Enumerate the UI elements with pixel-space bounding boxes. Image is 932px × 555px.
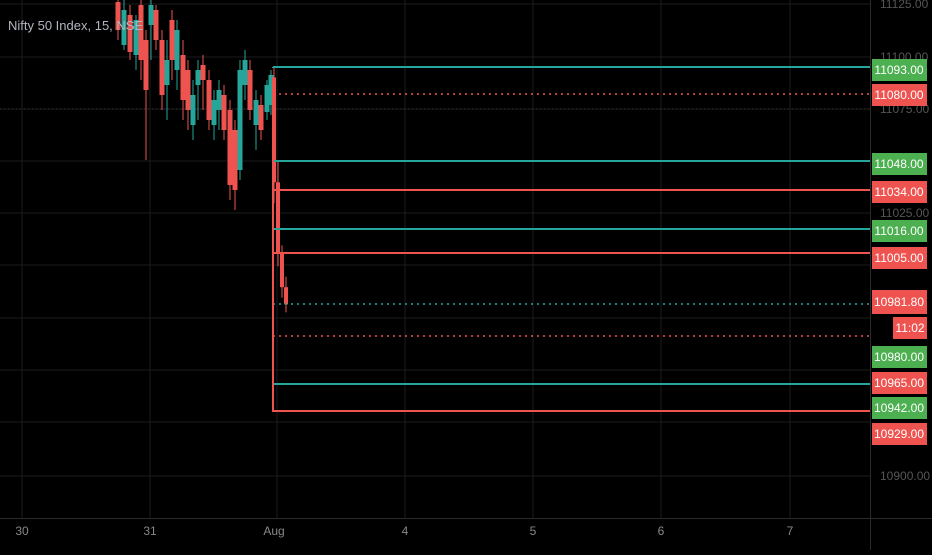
price-badge-11093.00: 11093.00 <box>874 63 923 77</box>
price-axis-label-4: 10900.00 <box>880 469 930 483</box>
candle-body-5 <box>143 40 149 90</box>
price-badge-bg-10942.00 <box>872 397 927 419</box>
candle-body-7 <box>153 10 159 40</box>
candle-body-14 <box>190 95 196 125</box>
candle-body-28 <box>264 85 270 112</box>
candle-body-8 <box>159 40 165 95</box>
candle-body-20 <box>221 95 227 130</box>
price-badge-10965.00: 10965.00 <box>874 376 924 390</box>
candle-body-9 <box>164 60 170 85</box>
price-badge-bg-10929.00 <box>872 423 927 445</box>
price-axis-label-3: 11025.00 <box>880 206 929 220</box>
time-axis-label-7: 7 <box>787 524 794 538</box>
price-badge-11016.00: 11016.00 <box>874 224 923 238</box>
price-axis-label-0: 11125.00 <box>880 0 929 11</box>
chart-title: Nifty 50 Index, 15, NSE <box>8 18 144 33</box>
candle-body-23 <box>237 70 243 170</box>
candle-body-10 <box>169 20 175 60</box>
candle-body-16 <box>200 65 206 80</box>
price-badge-11080.00: 11080.00 <box>874 88 923 102</box>
price-badge-11005.00: 11005.00 <box>874 251 923 265</box>
price-badge-10929.00: 10929.00 <box>874 427 924 441</box>
candle-body-1 <box>121 10 127 45</box>
price-badge-11034.00: 11034.00 <box>874 185 923 199</box>
price-badge-10980.00: 10980.00 <box>874 350 924 364</box>
candle-body-27 <box>258 105 264 130</box>
recent-candle-body-2 <box>280 253 284 288</box>
price-badge-bg-11080.00 <box>872 84 927 106</box>
time-axis-label-6: 6 <box>658 524 665 538</box>
price-badge-bg-11093.00 <box>872 59 927 81</box>
price-badge-bg-11048.00 <box>872 153 927 175</box>
recent-candle-body-1 <box>276 182 280 254</box>
candle-body-6 <box>148 5 154 25</box>
candle-body-3 <box>133 20 139 55</box>
price-badge-bg-11034.00 <box>872 181 927 203</box>
candle-body-24 <box>242 60 248 85</box>
recent-candle-body-3 <box>284 287 288 305</box>
candle-body-11 <box>174 30 180 70</box>
candle-body-15 <box>195 70 201 85</box>
price-badge-bg-10965.00 <box>872 372 927 394</box>
candle-body-25 <box>247 70 253 110</box>
candle-body-12 <box>180 55 186 100</box>
candle-body-0 <box>115 2 121 30</box>
candle-body-13 <box>185 70 191 110</box>
candle-body-2 <box>127 15 133 52</box>
candle-body-21 <box>227 110 233 185</box>
time-axis-label-31: 31 <box>143 524 157 538</box>
countdown-badge: 11:02 <box>895 321 924 335</box>
candle-body-17 <box>206 80 212 120</box>
countdown-badge-bg <box>893 317 927 339</box>
recent-candle-body-0 <box>272 77 276 183</box>
candle-body-29 <box>268 75 274 105</box>
time-axis-label-4: 4 <box>402 524 409 538</box>
price-badge-bg-11005.00 <box>872 247 927 269</box>
time-axis-label-5: 5 <box>530 524 537 538</box>
price-badge-bg-11016.00 <box>872 220 927 242</box>
current-price-badge: 10981.80 <box>874 295 924 309</box>
candle-body-4 <box>138 5 144 60</box>
current-price-badge-bg <box>872 290 927 314</box>
time-axis-label-Aug: Aug <box>263 524 284 538</box>
candle-body-22 <box>232 130 238 190</box>
candle-body-18 <box>211 100 217 125</box>
time-axis-label-30: 30 <box>15 524 29 538</box>
price-badge-bg-10980.00 <box>872 346 927 368</box>
price-badge-11048.00: 11048.00 <box>874 157 923 171</box>
candle-body-19 <box>216 90 222 110</box>
price-badge-10942.00: 10942.00 <box>874 401 924 415</box>
candle-body-26 <box>253 100 259 125</box>
